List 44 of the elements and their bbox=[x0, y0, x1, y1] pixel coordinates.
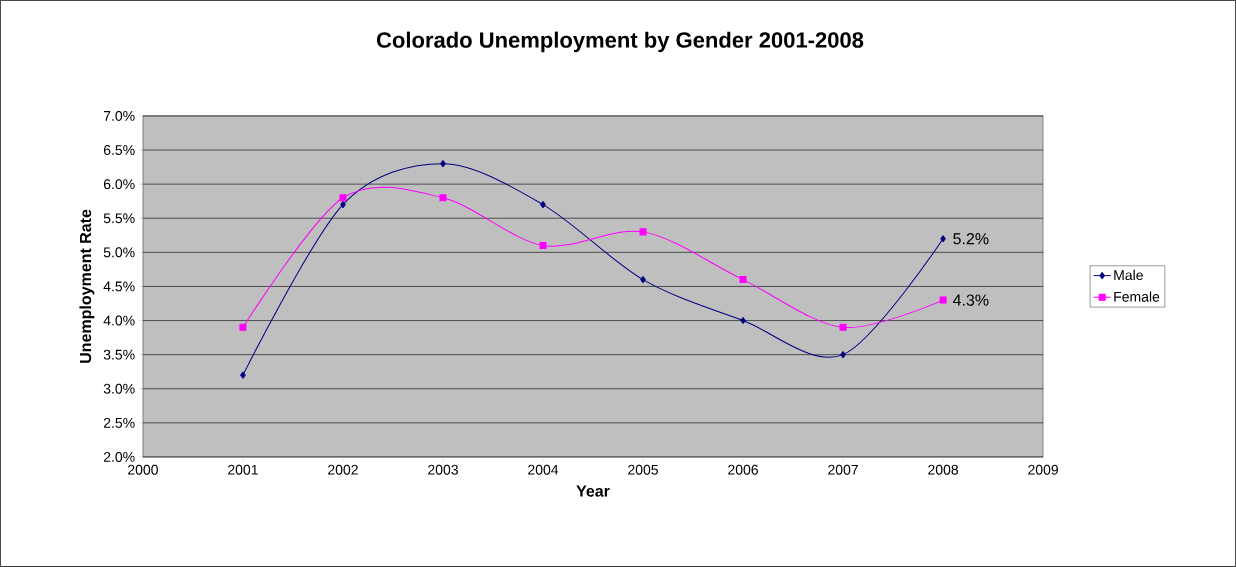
y-tick-label: 6.0% bbox=[103, 179, 135, 190]
y-tick-label: 3.5% bbox=[103, 349, 135, 360]
point bbox=[340, 201, 346, 209]
point bbox=[240, 371, 246, 379]
y-axis-title: Unemployment Rate bbox=[79, 209, 95, 363]
x-axis-title: Year bbox=[576, 485, 610, 497]
data-label: 5.2% bbox=[953, 233, 989, 245]
point bbox=[440, 160, 446, 168]
data-label: 4.3% bbox=[952, 294, 989, 306]
x-tick-label: 2009 bbox=[1028, 464, 1058, 475]
point bbox=[939, 296, 947, 304]
y-tick-label: 3.0% bbox=[103, 383, 135, 394]
y-tick-label: 5.5% bbox=[103, 213, 135, 224]
point bbox=[339, 194, 347, 202]
point bbox=[639, 228, 647, 236]
y-tick-label: 4.5% bbox=[103, 281, 135, 292]
legend-label: Male bbox=[1114, 269, 1143, 281]
x-tick-label: 2005 bbox=[628, 464, 658, 475]
chart-title: Colorado Unemployment by Gender 2001-2008 bbox=[376, 31, 864, 53]
point bbox=[740, 317, 746, 325]
point bbox=[439, 194, 447, 202]
x-tick-label: 2008 bbox=[928, 464, 959, 475]
y-tick-label: 2.0% bbox=[103, 452, 135, 462]
y-tick-label: 2.5% bbox=[103, 417, 135, 428]
x-tick-label: 2001 bbox=[228, 464, 258, 475]
x-tick-label: 2002 bbox=[328, 464, 358, 475]
x-tick-label: 2007 bbox=[828, 464, 858, 475]
point bbox=[739, 276, 747, 284]
point bbox=[239, 323, 247, 331]
y-tick-label: 6.5% bbox=[103, 145, 135, 156]
point bbox=[640, 276, 646, 284]
x-tick-label: 2004 bbox=[528, 464, 559, 475]
point bbox=[940, 235, 946, 243]
point bbox=[839, 323, 847, 331]
point bbox=[539, 242, 547, 250]
y-tick-label: 7.0% bbox=[103, 110, 135, 121]
y-tick-label: 5.0% bbox=[103, 247, 135, 258]
x-tick-label: 2000 bbox=[128, 464, 158, 475]
x-tick-label: 2003 bbox=[428, 464, 458, 475]
y-tick-label: 4.0% bbox=[103, 315, 135, 326]
legend-label: Female bbox=[1114, 291, 1160, 302]
point bbox=[840, 351, 846, 359]
point bbox=[540, 201, 546, 209]
x-tick-label: 2006 bbox=[728, 464, 758, 475]
